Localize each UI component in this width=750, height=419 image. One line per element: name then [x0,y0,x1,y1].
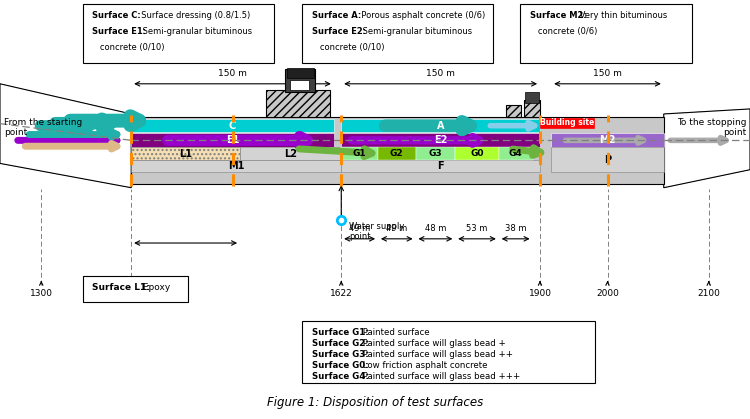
Text: Painted surface will glass bead ++: Painted surface will glass bead ++ [360,350,513,359]
Polygon shape [664,168,750,188]
Text: Low friction asphalt concrete: Low friction asphalt concrete [360,361,488,370]
Text: G1: G1 [352,149,367,158]
Bar [131,160,341,172]
Text: 49 m: 49 m [386,225,407,233]
Text: G2: G2 [390,149,404,158]
Text: Surface G4:: Surface G4: [312,372,369,381]
Text: 2000: 2000 [596,289,619,298]
Bar [551,133,664,147]
Bar [286,68,314,78]
Text: G4: G4 [509,149,523,158]
Text: concrete (0/6): concrete (0/6) [530,27,597,36]
Polygon shape [664,111,750,184]
Polygon shape [664,109,750,117]
FancyBboxPatch shape [82,276,188,302]
Bar [341,119,540,132]
Bar [416,147,455,160]
Bar [540,118,594,128]
Text: Semi-granular bituminous: Semi-granular bituminous [140,27,252,36]
Text: 1300: 1300 [30,289,52,298]
Text: L1: L1 [179,149,192,159]
Text: Surface C:: Surface C: [92,11,141,20]
Text: 1900: 1900 [529,289,551,298]
Text: Porous asphalt concrete (0/6): Porous asphalt concrete (0/6) [356,11,484,20]
Text: 1380: 1380 [120,289,142,298]
Text: Semi-granular bituminous: Semi-granular bituminous [360,27,472,36]
Text: A: A [436,121,444,131]
Bar [266,90,330,117]
Bar [341,147,378,160]
Bar [285,69,315,92]
Bar [499,147,532,160]
Text: Surface E2:: Surface E2: [312,27,366,36]
Text: Surface L1:: Surface L1: [92,283,150,292]
Bar [240,147,341,160]
Text: concrete (0/10): concrete (0/10) [312,43,385,52]
Bar [341,133,540,147]
Polygon shape [0,155,131,188]
Text: 38 m: 38 m [505,225,526,233]
Polygon shape [0,84,131,117]
Bar [131,133,334,147]
Polygon shape [0,84,131,188]
Text: F: F [437,161,444,171]
Text: concrete (0/10): concrete (0/10) [92,43,165,52]
Text: Surface G2:: Surface G2: [312,339,369,348]
Text: M1: M1 [228,161,244,171]
Text: To the stopping
point: To the stopping point [676,118,746,137]
FancyBboxPatch shape [302,4,494,63]
Text: 1622: 1622 [330,289,352,298]
Text: L2: L2 [284,149,297,159]
Polygon shape [664,109,750,188]
Bar [290,80,309,90]
Text: P: P [604,155,611,165]
Text: E1: E1 [226,135,239,145]
FancyBboxPatch shape [82,4,274,63]
Bar [341,160,540,172]
Text: 150 m: 150 m [426,70,455,78]
Bar [525,92,538,103]
Text: Surface G0:: Surface G0: [312,361,369,370]
Text: Surface A:: Surface A: [312,11,362,20]
Bar [378,147,416,160]
Text: Surface dressing (0.8/1.5): Surface dressing (0.8/1.5) [136,11,250,20]
Text: 49 m: 49 m [349,225,370,233]
Text: Water supply
point: Water supply point [349,222,404,241]
Text: 2100: 2100 [698,289,720,298]
Text: Surface G3:: Surface G3: [312,350,369,359]
Text: Painted surface will glass bead +: Painted surface will glass bead + [360,339,506,348]
Text: 150 m: 150 m [218,70,247,78]
Text: Painted surface will glass bead +++: Painted surface will glass bead +++ [360,372,520,381]
FancyBboxPatch shape [520,4,692,63]
Polygon shape [0,94,131,184]
Bar [131,119,334,132]
Text: Epoxy: Epoxy [140,283,170,292]
Text: E2: E2 [434,135,447,145]
Text: Surface E1:: Surface E1: [92,27,146,36]
Bar [131,117,664,184]
Bar [524,100,540,117]
Bar [455,147,499,160]
Bar [506,105,521,117]
Text: From the starting
point: From the starting point [4,118,82,137]
Text: Surface G1:: Surface G1: [312,328,369,337]
Bar [551,147,664,172]
Text: Figure 1: Disposition of test surfaces: Figure 1: Disposition of test surfaces [267,396,483,409]
Text: G0: G0 [470,149,484,158]
Text: 150 m: 150 m [593,70,622,78]
Text: 53 m: 53 m [466,225,488,233]
FancyBboxPatch shape [302,321,595,383]
Text: Building site: Building site [540,119,594,127]
Text: Surface M2:: Surface M2: [530,11,586,20]
Text: Very thin bituminous: Very thin bituminous [578,11,668,20]
Bar [131,147,240,160]
Text: M2: M2 [599,135,616,145]
Text: C: C [229,121,236,131]
Text: G3: G3 [428,149,442,158]
Text: 48 m: 48 m [424,225,446,233]
Text: Painted surface: Painted surface [360,328,430,337]
